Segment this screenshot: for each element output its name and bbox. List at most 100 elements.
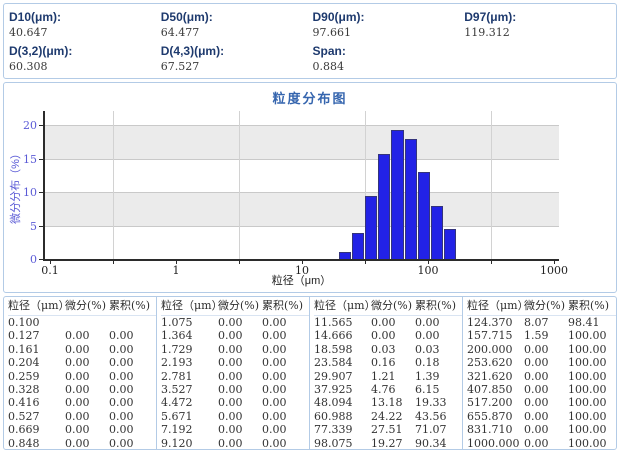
column-header: 粒径（μm） bbox=[161, 299, 223, 312]
size-cell: 9.120 bbox=[161, 436, 193, 449]
size-cell: 11.565 bbox=[314, 316, 353, 329]
table-row: 4.472 0.00 0.00 bbox=[161, 396, 309, 409]
size-cell: 2.193 bbox=[161, 356, 193, 370]
table-row: 98.075 19.27 90.34 bbox=[314, 437, 462, 449]
size-cell: 7.192 bbox=[161, 423, 193, 437]
diff-cell: 0.00 bbox=[371, 329, 396, 343]
x-axis-tick bbox=[112, 260, 114, 264]
diff-cell: 0.00 bbox=[218, 329, 243, 343]
diff-cell: 0.00 bbox=[65, 369, 90, 383]
distribution-chart-panel: 粒度分布图 微分分布（%） 0.1 1 10 100 1000 0 5 10 15 20 粒径（μ… bbox=[3, 82, 617, 293]
table-row: 37.925 4.76 6.15 bbox=[314, 383, 462, 396]
table-row: 0.259 0.00 0.00 bbox=[8, 370, 156, 383]
x-axis-tick bbox=[428, 260, 429, 264]
diff-cell: 0.00 bbox=[65, 342, 90, 356]
cum-cell: 100.00 bbox=[568, 409, 607, 423]
param-value: 64.477 bbox=[160, 26, 200, 39]
cum-cell: 0.00 bbox=[109, 409, 134, 423]
table-row: 157.715 1.59 100.00 bbox=[467, 329, 616, 342]
param-value: 60.308 bbox=[9, 60, 48, 73]
table-group: 粒径（μm） 微分(%) 累积(%) 124.370 8.07 98.41 157.715 1… bbox=[463, 297, 616, 449]
size-cell: 321.620 bbox=[467, 369, 513, 383]
params-grid: D10(μm): 40.647 D50(μm): 64.477 D90(μm):… bbox=[4, 4, 616, 78]
param-cell-empty bbox=[464, 44, 616, 78]
cum-cell: 0.00 bbox=[262, 436, 287, 449]
vertical-gridline bbox=[112, 111, 114, 260]
cum-cell: 0.00 bbox=[109, 436, 134, 449]
table-row: 655.870 0.00 100.00 bbox=[467, 410, 616, 423]
cum-cell: 0.00 bbox=[109, 356, 134, 370]
x-axis-tick bbox=[50, 260, 51, 264]
diff-cell: 0.00 bbox=[218, 342, 243, 356]
column-header: 累积(%) bbox=[109, 299, 151, 312]
size-cell: 0.259 bbox=[8, 369, 40, 383]
param-label: D10(μm): bbox=[9, 10, 62, 24]
x-axis-tick bbox=[302, 260, 303, 264]
table-row: 200.000 0.00 100.00 bbox=[467, 343, 616, 356]
param-d10: D10(μm): 40.647 bbox=[9, 10, 161, 44]
cum-cell: 0.00 bbox=[262, 396, 287, 410]
column-header: 粒径（μm） bbox=[467, 299, 529, 312]
cum-cell: 0.00 bbox=[262, 316, 287, 329]
histogram-bar bbox=[391, 130, 404, 260]
plot-area: 0.1 1 10 100 1000 0 5 10 15 20 bbox=[23, 111, 568, 277]
y-axis-tick bbox=[39, 192, 44, 193]
param-value: 97.661 bbox=[312, 26, 352, 39]
cum-cell: 0.00 bbox=[262, 409, 287, 423]
diff-cell: 0.03 bbox=[371, 342, 396, 356]
table-row: 29.907 1.21 1.39 bbox=[314, 370, 462, 383]
cum-cell: 0.00 bbox=[262, 342, 287, 356]
size-cell: 0.527 bbox=[8, 409, 40, 423]
table-row: 2.193 0.00 0.00 bbox=[161, 356, 309, 369]
x-tick-label: 10 bbox=[295, 264, 309, 277]
column-header: 粒径（μm） bbox=[314, 299, 376, 312]
y-tick-label: 5 bbox=[30, 219, 37, 233]
cum-cell: 0.00 bbox=[262, 329, 287, 343]
size-cell: 14.666 bbox=[314, 329, 353, 343]
cum-cell: 0.00 bbox=[109, 369, 134, 383]
diff-cell: 0.00 bbox=[65, 382, 90, 396]
table-row: 2.781 0.00 0.00 bbox=[161, 370, 309, 383]
table-row: 14.666 0.00 0.00 bbox=[314, 329, 462, 342]
diff-cell: 0.00 bbox=[524, 436, 549, 449]
cum-cell: 98.41 bbox=[568, 316, 600, 329]
param-label: D50(μm): bbox=[160, 10, 213, 24]
diff-cell: 24.22 bbox=[371, 409, 403, 423]
param-d43: D(4,3)(μm): 67.527 bbox=[161, 44, 313, 78]
cum-cell: 100.00 bbox=[568, 396, 607, 410]
horizontal-gridline bbox=[44, 125, 559, 126]
table-row: 0.416 0.00 0.00 bbox=[8, 396, 156, 409]
table-row: 9.120 0.00 0.00 bbox=[161, 437, 309, 449]
diff-cell: 0.00 bbox=[524, 396, 549, 410]
column-header: 累积(%) bbox=[415, 299, 457, 312]
summary-params-panel: D10(μm): 40.647 D50(μm): 64.477 D90(μm):… bbox=[3, 3, 617, 79]
table-row: 0.127 0.00 0.00 bbox=[8, 329, 156, 342]
table-header-row: 粒径（μm） 微分(%) 累积(%) bbox=[314, 299, 462, 316]
column-header: 微分(%) bbox=[371, 299, 413, 312]
plot-shaded-band bbox=[44, 126, 559, 160]
cum-cell: 0.00 bbox=[109, 423, 134, 437]
y-axis-tick bbox=[39, 158, 44, 160]
cum-cell: 90.34 bbox=[415, 436, 447, 449]
cum-cell: 100.00 bbox=[568, 382, 607, 396]
histogram-bar bbox=[443, 229, 456, 260]
cum-cell: 19.33 bbox=[415, 396, 447, 410]
size-cell: 0.669 bbox=[8, 423, 40, 437]
table-row: 0.527 0.00 0.00 bbox=[8, 410, 156, 423]
table-group: 粒径（μm） 微分(%) 累积(%) 0.100 0.127 0.00 0.00 0.161 0… bbox=[4, 297, 157, 449]
diff-cell: 1.21 bbox=[371, 369, 396, 383]
param-span: Span: 0.884 bbox=[313, 44, 465, 78]
size-cell: 0.100 bbox=[8, 316, 40, 329]
histogram-bar bbox=[404, 139, 417, 260]
param-d50: D50(μm): 64.477 bbox=[161, 10, 313, 44]
diff-cell: 0.00 bbox=[218, 316, 243, 329]
size-cell: 0.204 bbox=[8, 356, 40, 370]
cum-cell: 0.00 bbox=[262, 382, 287, 396]
histogram-bar bbox=[417, 171, 430, 260]
size-cell: 29.907 bbox=[314, 369, 353, 383]
vertical-gridline bbox=[490, 111, 492, 260]
cum-cell: 43.56 bbox=[415, 409, 447, 423]
cum-cell: 1.39 bbox=[415, 369, 440, 383]
diff-cell: 0.00 bbox=[218, 356, 243, 370]
cum-cell: 0.00 bbox=[415, 329, 440, 343]
